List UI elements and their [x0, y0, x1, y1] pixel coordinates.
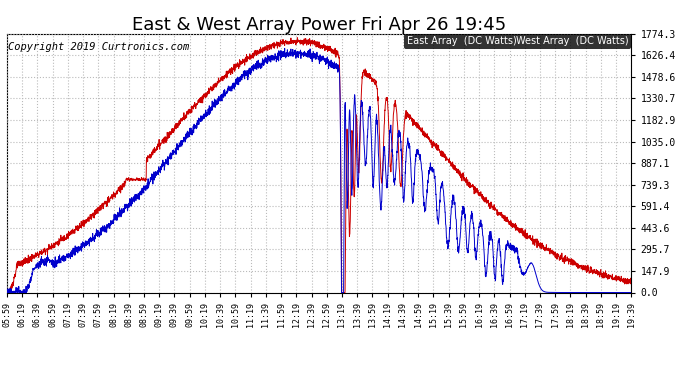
Text: Copyright 2019 Curtronics.com: Copyright 2019 Curtronics.com: [8, 42, 189, 51]
Legend: East Array  (DC Watts), West Array  (DC Watts): East Array (DC Watts), West Array (DC Wa…: [404, 34, 631, 49]
Title: East & West Array Power Fri Apr 26 19:45: East & West Array Power Fri Apr 26 19:45: [132, 16, 506, 34]
